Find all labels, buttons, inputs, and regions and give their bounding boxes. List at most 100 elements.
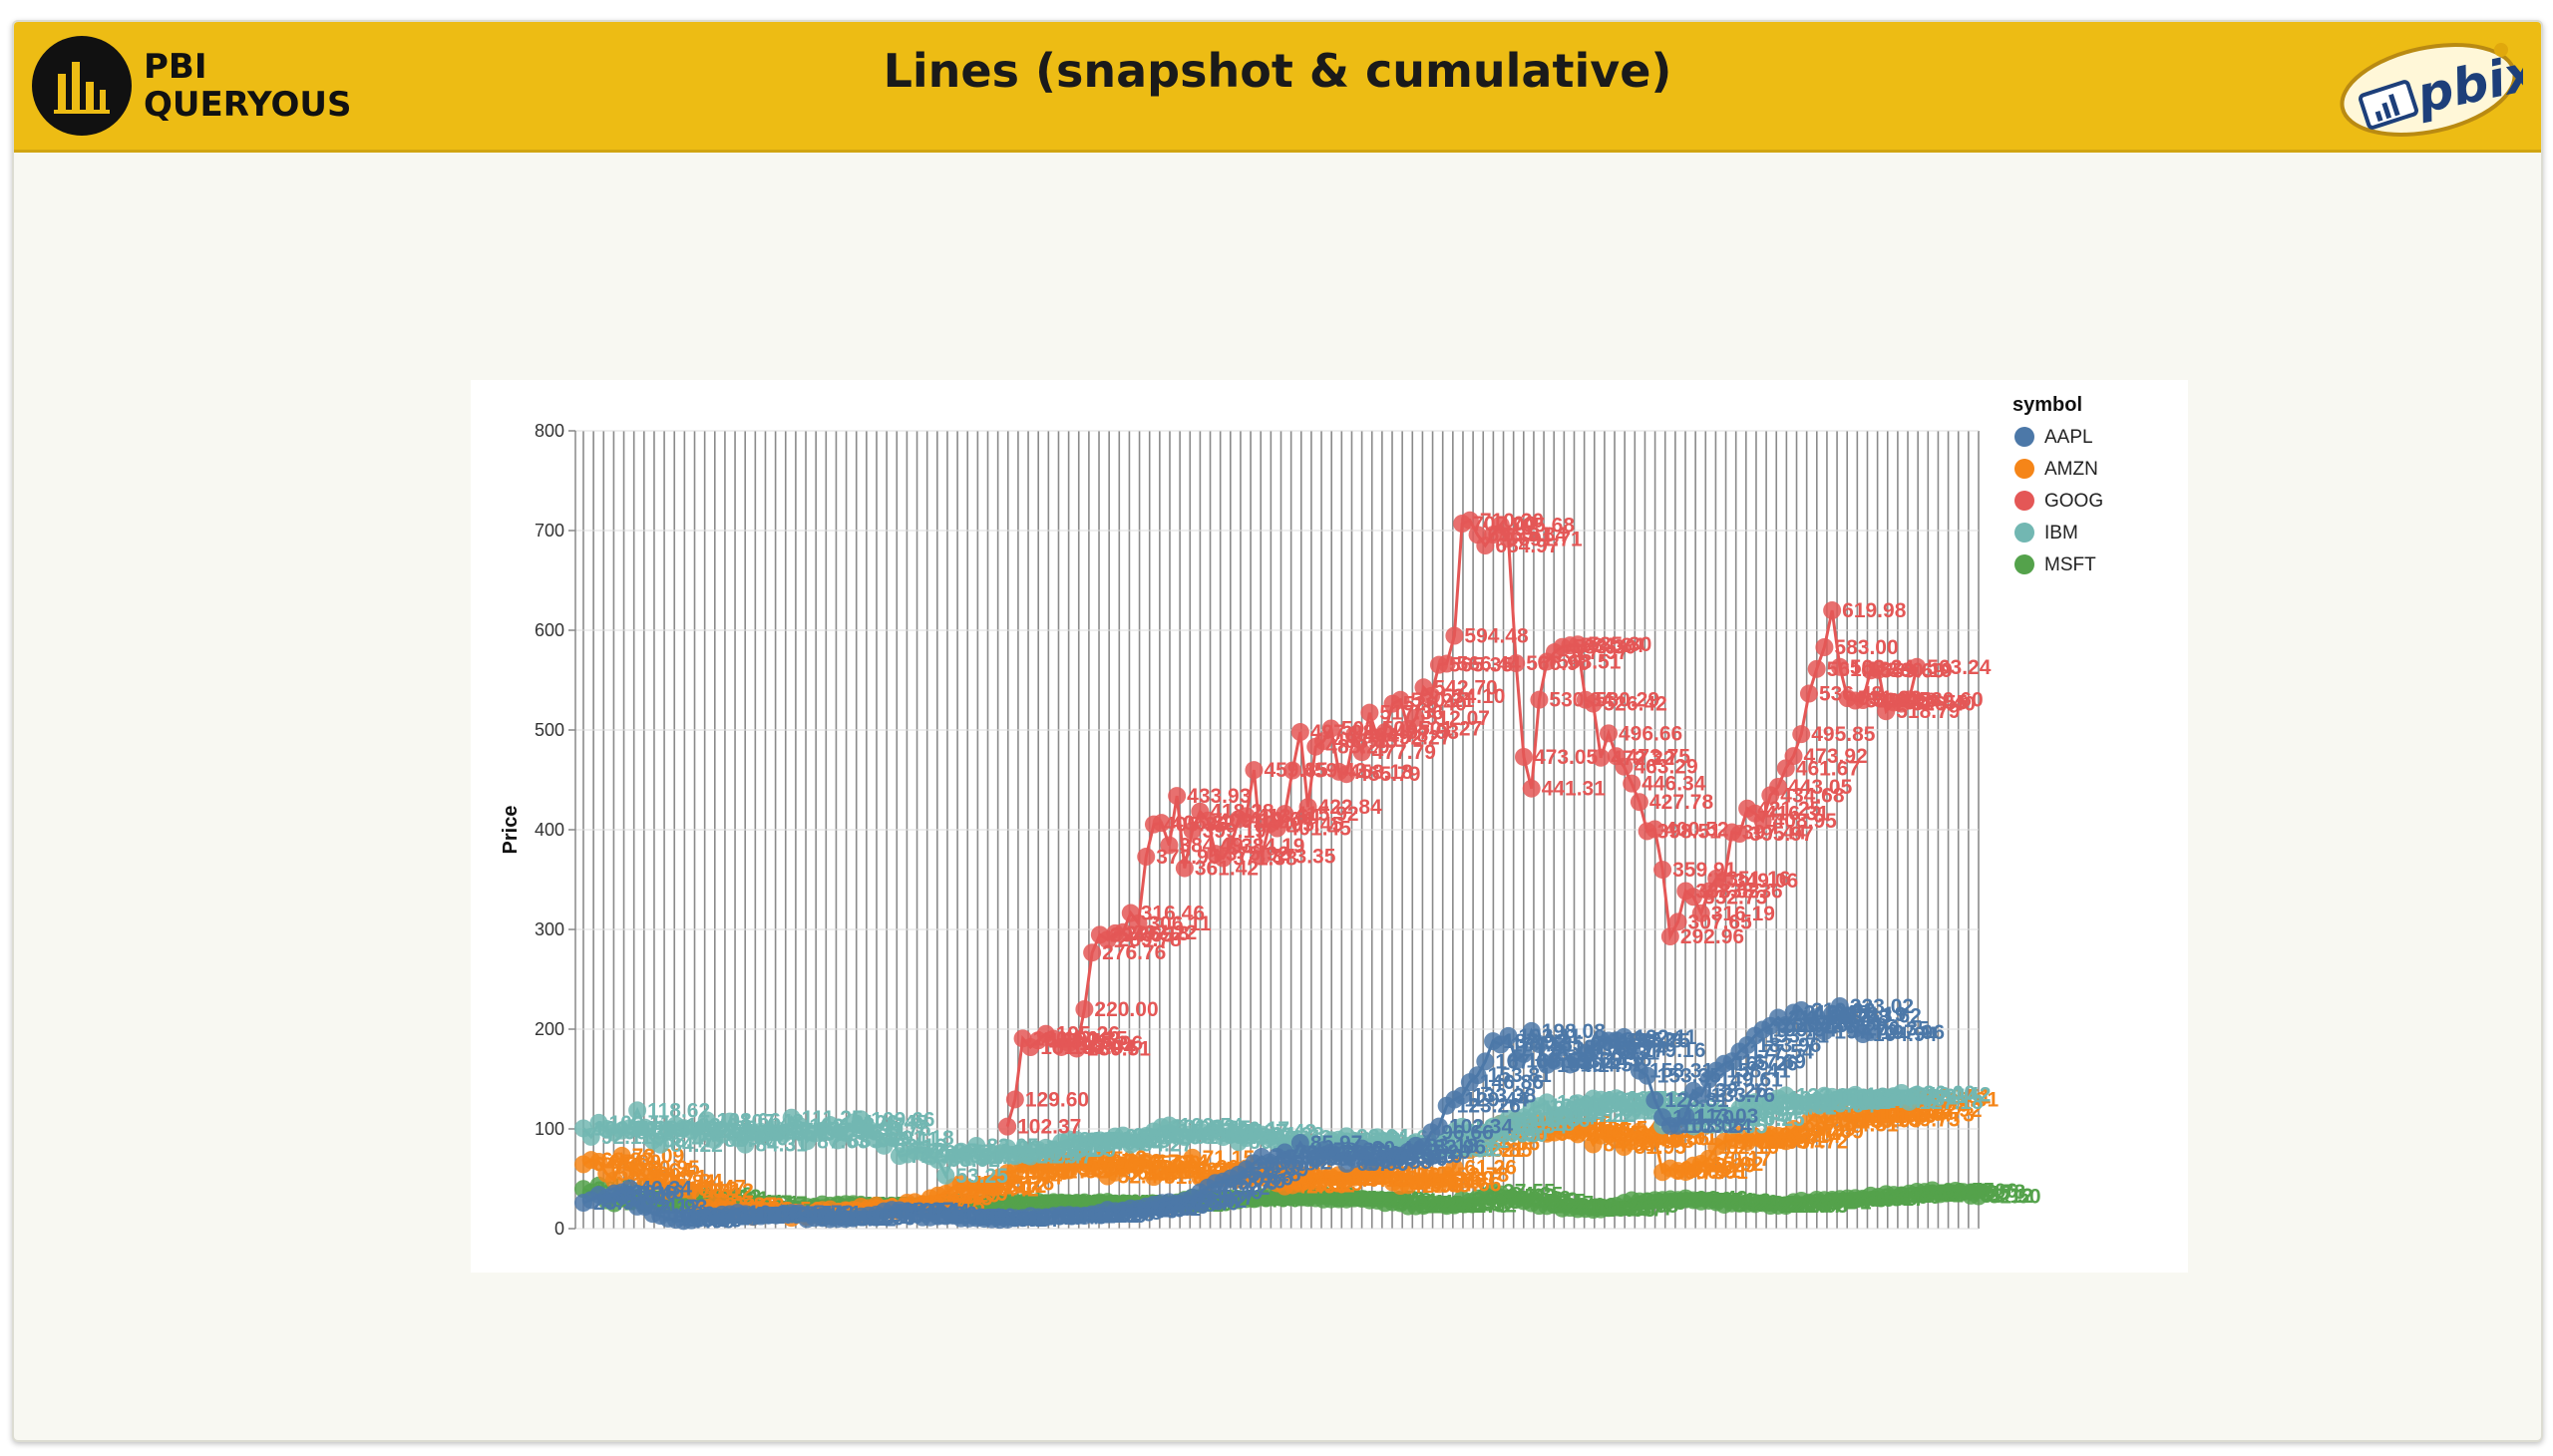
data-label: 82.16 <box>1726 1136 1779 1159</box>
data-label: 51.25 <box>1364 1167 1417 1190</box>
data-label: 91.18 <box>902 1127 954 1150</box>
data-label: 125.77 <box>1588 1092 1651 1115</box>
data-label: 25.73 <box>1395 1192 1448 1215</box>
data-label: 102.34 <box>1503 1116 1568 1139</box>
data-point <box>1183 1148 1202 1167</box>
data-label: 180.51 <box>1087 1037 1152 1060</box>
line-chart-visual[interactable]: 0 100 200 300 400 500 600 700 800 Price 39.8136.3… <box>471 380 2188 1273</box>
data-label: 29.40 <box>1341 1189 1394 1212</box>
data-label: 46.84 <box>663 1171 716 1194</box>
y-tick-label: 500 <box>535 720 564 740</box>
data-label: 72.57 <box>994 1145 1047 1168</box>
data-label: 30.68 <box>1865 1187 1918 1210</box>
data-label: 101.19 <box>655 1117 719 1140</box>
data-label: 81.95 <box>1634 1136 1686 1159</box>
data-label: 534.10 <box>1441 685 1505 708</box>
data-label: 68.87 <box>601 1149 654 1172</box>
data-label: 114.96 <box>1881 1103 1944 1126</box>
data-label: 89.51 <box>1079 1128 1132 1151</box>
legend-label-ibm: IBM <box>2044 523 2078 544</box>
data-label: 585.80 <box>1588 633 1651 656</box>
data-label: 26.86 <box>1480 1191 1533 1214</box>
data-label: 28.45 <box>1641 1190 1694 1213</box>
data-point <box>612 1146 631 1165</box>
header-bar: PBI QUERYOUS Lines (snapshot & cumulativ… <box>14 22 2541 153</box>
data-label: 84.27 <box>1141 1134 1194 1157</box>
data-point <box>1823 601 1842 620</box>
data-label: 110.09 <box>1519 1108 1582 1131</box>
data-label: 94.58 <box>1588 1123 1641 1146</box>
data-label: 98.33 <box>632 1120 685 1143</box>
data-label: 34.49 <box>1294 1184 1347 1207</box>
data-label: 53.75 <box>1348 1164 1401 1187</box>
data-label: 179.16 <box>1641 1039 1705 1062</box>
data-point <box>1653 861 1672 880</box>
data-label: 103.64 <box>686 1114 751 1137</box>
data-label: 50.60 <box>1441 1167 1494 1190</box>
legend-title: symbol <box>2012 394 2082 416</box>
data-label: 126.23 <box>1757 1092 1821 1115</box>
data-label: 93.43 <box>1133 1125 1186 1148</box>
data-label: 88.71 <box>1773 1129 1826 1152</box>
data-label: 68.92 <box>948 1149 1001 1172</box>
bar-chart-icon <box>32 36 132 136</box>
data-label: 91.90 <box>1234 1126 1286 1149</box>
data-label: 24.97 <box>1757 1193 1810 1216</box>
data-point <box>720 1112 739 1131</box>
data-label: 34.67 <box>1896 1183 1949 1206</box>
data-label: 49.15 <box>1356 1169 1409 1192</box>
data-label: 95.52 <box>1203 1122 1256 1145</box>
data-label: 100.17 <box>1226 1118 1289 1141</box>
data-point <box>1445 626 1464 645</box>
data-label: 34.35 <box>1511 1184 1564 1207</box>
data-label: 20.86 <box>1580 1197 1633 1220</box>
data-label: 57.91 <box>1688 1160 1741 1183</box>
data-label: 40.60 <box>978 1177 1031 1200</box>
data-label: 197.06 <box>1881 1021 1945 1044</box>
data-label: 118.92 <box>1919 1099 1982 1122</box>
data-label: 122.91 <box>1549 1095 1614 1118</box>
data-label: 74.48 <box>917 1144 970 1167</box>
data-label: 28.73 <box>1834 1189 1887 1212</box>
data-label: 110.25 <box>1742 1108 1805 1131</box>
data-label: 29.39 <box>1234 1189 1286 1212</box>
data-point <box>1083 943 1102 962</box>
data-label: 42.96 <box>1410 1175 1463 1198</box>
data-label: 594.48 <box>1464 625 1529 648</box>
data-label: 84.53 <box>1604 1133 1656 1156</box>
data-label: 25.68 <box>1773 1192 1826 1215</box>
legend-label-amzn: AMZN <box>2044 459 2098 480</box>
data-label: 29.82 <box>1226 1188 1278 1211</box>
data-point <box>790 1116 809 1135</box>
data-label: 441.31 <box>1542 778 1607 801</box>
data-label: 473.05 <box>1534 746 1599 769</box>
data-label: 87.72 <box>1796 1130 1849 1153</box>
data-label: 46.34 <box>1403 1172 1456 1195</box>
data-label: 89.44 <box>1627 1129 1679 1152</box>
data-label: 26.61 <box>1803 1191 1856 1214</box>
data-label: 99.76 <box>879 1118 931 1141</box>
data-label: 619.98 <box>1842 599 1907 622</box>
data-label: 92.39 <box>1125 1126 1178 1149</box>
data-label: 45.68 <box>971 1172 1024 1195</box>
data-label: 563.24 <box>1927 656 1992 679</box>
data-label: 43.12 <box>994 1175 1047 1198</box>
data-point <box>697 1111 716 1130</box>
data-point <box>1815 638 1834 656</box>
data-label: 37.73 <box>678 1180 731 1203</box>
data-label: 316.19 <box>1711 903 1775 925</box>
data-label: 67.00 <box>608 1151 661 1174</box>
data-label: 113.03 <box>1695 1105 1758 1128</box>
data-label: 47.71 <box>1426 1170 1479 1193</box>
data-label: 56.73 <box>1672 1161 1725 1184</box>
data-point <box>928 1151 947 1170</box>
data-label: 95.24 <box>1557 1123 1610 1146</box>
data-label: 36.86 <box>1935 1181 1988 1204</box>
data-label: 40.12 <box>686 1178 739 1201</box>
legend-label-goog: GOOG <box>2044 491 2103 512</box>
data-label: 95.44 <box>825 1123 878 1146</box>
data-point <box>883 1128 902 1147</box>
data-label: 101.92 <box>1172 1116 1236 1139</box>
data-point <box>1877 1110 1896 1129</box>
data-label: 33.29 <box>948 1185 1001 1208</box>
